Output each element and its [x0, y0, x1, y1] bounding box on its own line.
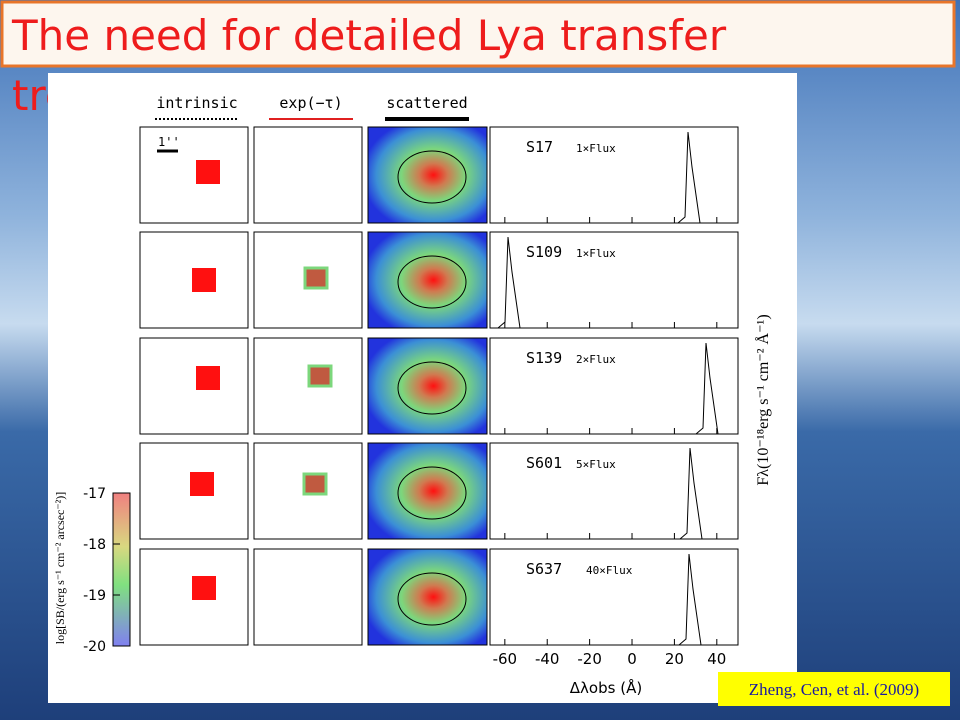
colorbar-tick-label: -20	[83, 639, 106, 655]
y-axis-label: Fλ(10⁻¹⁸erg s⁻¹ cm⁻² Å⁻¹)	[754, 314, 772, 485]
spectrum-panel	[489, 442, 739, 540]
spectrum-line	[678, 553, 702, 646]
scattered-panel	[367, 442, 488, 540]
x-tick-label: 40	[707, 650, 726, 668]
exp-panel	[253, 548, 363, 646]
colorbar-tick-label: -19	[83, 588, 106, 604]
exp-blob	[303, 266, 329, 290]
citation: Zheng, Cen, et al. (2009)	[749, 680, 919, 699]
column-header: intrinsic	[156, 94, 237, 112]
intrinsic-panel	[139, 126, 249, 224]
title: The need for detailed Lya transfer	[11, 11, 727, 60]
spectrum-panel	[489, 231, 739, 329]
contour	[397, 361, 467, 415]
spectrum-panel	[489, 126, 739, 224]
scattered-panel	[367, 337, 488, 435]
intrinsic-blob	[196, 366, 220, 390]
x-tick-label: 20	[665, 650, 684, 668]
colorbar-tick-label: -18	[83, 537, 106, 553]
colorbar-label: log[SB/(erg s⁻¹ cm⁻² arcsec⁻²)]	[53, 492, 67, 645]
colorbar-tick-label: -17	[83, 486, 106, 502]
x-tick-label: 0	[627, 650, 637, 668]
scattered-panel	[367, 548, 488, 646]
row-flux: 1×Flux	[576, 247, 616, 260]
exp-panel	[253, 126, 363, 224]
row-name: S139	[526, 349, 562, 367]
column-header: scattered	[386, 94, 467, 112]
spectrum-line	[695, 342, 719, 435]
contour	[397, 466, 467, 520]
citation-box	[718, 672, 950, 706]
intrinsic-blob	[196, 160, 220, 184]
title-box	[0, 0, 956, 68]
x-tick-label: -60	[493, 650, 518, 668]
row-flux: 1×Flux	[576, 142, 616, 155]
x-tick-label: -20	[577, 650, 602, 668]
figure-content: intrinsic exp(−τ) scattered S17 1×Flux S109 1×…	[53, 94, 772, 697]
spectrum-line	[679, 447, 703, 540]
scattered-panel	[367, 126, 488, 224]
column-header: exp(−τ)	[279, 94, 342, 112]
spectrum-panel	[489, 548, 739, 646]
contour	[397, 150, 467, 204]
exp-blob	[302, 472, 328, 496]
x-axis-label: Δλobs (Å)	[570, 678, 642, 697]
scattered-panel	[367, 231, 488, 329]
colorbar	[112, 492, 131, 647]
spectrum-line	[497, 236, 521, 329]
row-name: S17	[526, 138, 553, 156]
row-flux: 2×Flux	[576, 353, 616, 366]
row-name: S637	[526, 560, 562, 578]
intrinsic-panel	[139, 337, 249, 435]
row-flux: 40×Flux	[586, 564, 633, 577]
exp-blob	[307, 364, 333, 388]
x-tick-label: -40	[535, 650, 560, 668]
intrinsic-blob	[190, 472, 214, 496]
intrinsic-blob	[192, 576, 216, 600]
contour	[397, 255, 467, 309]
spectrum-panel	[489, 337, 739, 435]
row-flux: 5×Flux	[576, 458, 616, 471]
contour	[397, 572, 467, 626]
row-name: S601	[526, 454, 562, 472]
intrinsic-blob	[192, 268, 216, 292]
spectrum-line	[677, 131, 701, 224]
row-name: S109	[526, 243, 562, 261]
scale-bar-label: 1''	[158, 135, 180, 149]
